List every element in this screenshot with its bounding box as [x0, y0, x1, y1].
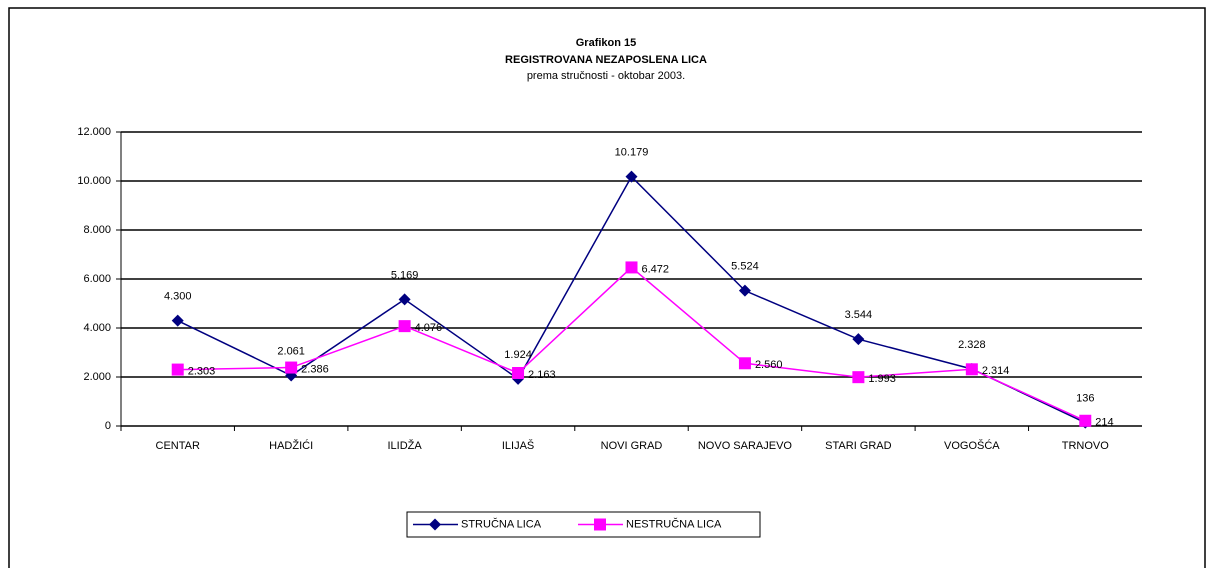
- marker: [512, 367, 525, 380]
- data-label: 2.560: [755, 359, 783, 371]
- series-line: [177, 175, 1086, 424]
- data-label: 5.524: [731, 261, 759, 273]
- y-tick-label: 12.000: [77, 126, 111, 138]
- legend-label: NESTRUČNA LICA: [626, 517, 722, 530]
- chart-subtitle: REGISTROVANA NEZAPOSLENA LICA: [505, 54, 707, 66]
- data-label: 5.169: [391, 269, 419, 281]
- frame: [8, 7, 1206, 568]
- marker: [852, 333, 865, 346]
- data-label: 10.179: [615, 147, 649, 159]
- marker: [171, 314, 184, 327]
- chart-title: Grafikon 15: [576, 37, 637, 49]
- y-tick-label: 6.000: [83, 273, 111, 285]
- marker: [398, 293, 411, 306]
- marker: [738, 284, 751, 297]
- data-label: 214: [1095, 417, 1113, 429]
- x-tick-label: ILIDŽA: [387, 439, 422, 452]
- x-tick-label: VOGOŠĆA: [944, 439, 1000, 452]
- y-tick-label: 4.000: [83, 322, 111, 334]
- y-tick-label: 2.000: [83, 371, 111, 383]
- x-tick-label: NOVI GRAD: [601, 440, 663, 452]
- data-label: 2.328: [958, 339, 986, 351]
- data-label: 3.544: [845, 309, 873, 321]
- data-label: 2.386: [301, 363, 329, 375]
- x-tick-label: STARI GRAD: [825, 440, 891, 452]
- x-tick-label: ILIJAŠ: [502, 439, 534, 452]
- x-tick-label: HADŽIĆI: [269, 439, 313, 452]
- x-tick-label: CENTAR: [156, 440, 200, 452]
- marker: [398, 320, 411, 333]
- data-label: 136: [1076, 393, 1094, 405]
- data-label: 6.472: [642, 263, 670, 275]
- marker: [1079, 414, 1092, 427]
- legend-label: STRUČNA LICA: [461, 517, 542, 530]
- marker: [625, 261, 638, 274]
- marker: [852, 371, 865, 384]
- marker: [625, 170, 638, 183]
- data-label: 4.300: [164, 291, 192, 303]
- marker: [594, 518, 606, 531]
- y-tick-label: 0: [105, 420, 111, 432]
- marker: [171, 363, 184, 376]
- series-line: [177, 266, 1086, 422]
- chart-subtitle: prema stručnosti - oktobar 2003.: [527, 70, 685, 82]
- data-label: 4.076: [415, 322, 443, 334]
- marker: [285, 361, 298, 374]
- marker: [738, 357, 751, 370]
- y-tick-label: 10.000: [77, 175, 111, 187]
- data-label: 1.993: [868, 373, 896, 385]
- y-tick-label: 8.000: [83, 224, 111, 236]
- data-label: 2.303: [188, 365, 216, 377]
- data-label: 1.924: [504, 349, 532, 361]
- x-tick-label: NOVO SARAJEVO: [698, 440, 793, 452]
- marker: [429, 518, 441, 531]
- x-tick-label: TRNOVO: [1062, 440, 1110, 452]
- marker: [965, 363, 978, 376]
- data-label: 2.163: [528, 369, 556, 381]
- data-label: 2.314: [982, 365, 1010, 377]
- data-label: 2.061: [277, 345, 305, 357]
